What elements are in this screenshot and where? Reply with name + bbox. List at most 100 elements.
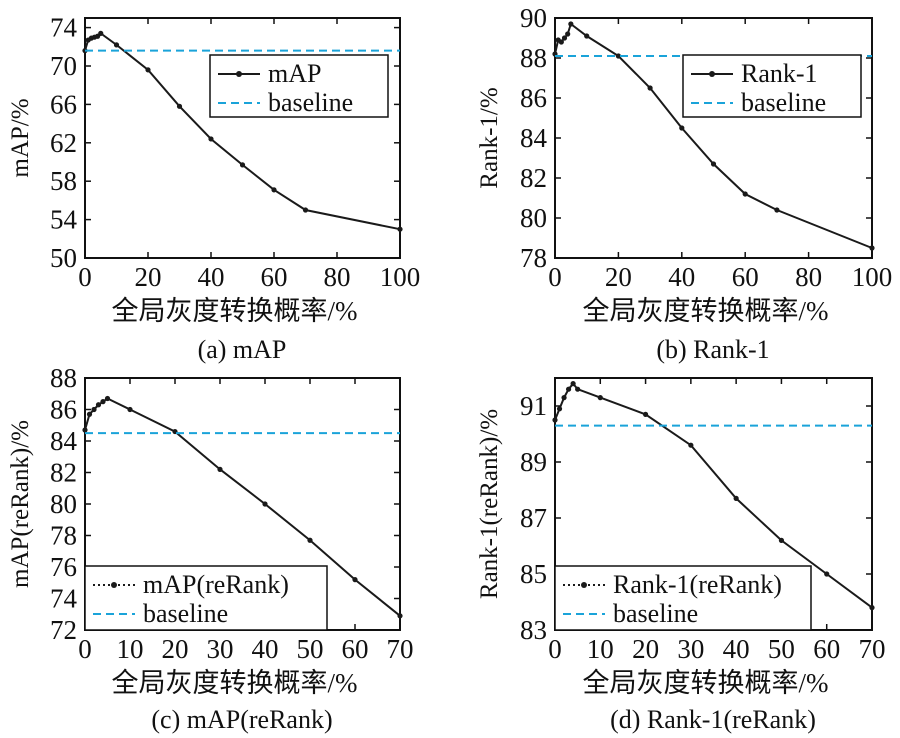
data-point xyxy=(86,411,93,417)
data-point xyxy=(271,187,277,193)
y-tick-label: 70 xyxy=(50,51,77,81)
x-axis-label: 全局灰度转换概率/% xyxy=(583,296,829,326)
data-point xyxy=(127,406,133,413)
x-tick-label: 0 xyxy=(78,634,92,664)
data-point xyxy=(91,406,97,413)
data-point xyxy=(307,537,313,543)
data-point xyxy=(570,381,576,387)
y-tick-label: 80 xyxy=(520,203,547,233)
legend-label: mAP(reRank) xyxy=(143,570,289,599)
y-tick-label: 86 xyxy=(50,395,77,425)
y-tick-label: 84 xyxy=(520,123,548,153)
data-point xyxy=(558,39,564,45)
y-axis-label: mAP/% xyxy=(7,98,34,177)
y-tick-label: 90 xyxy=(520,3,547,33)
data-point xyxy=(688,442,694,448)
y-axis-label: Rank-1/% xyxy=(476,87,503,188)
data-point xyxy=(642,411,649,417)
legend-label: Rank-1 xyxy=(741,59,818,88)
panel-caption: (a) mAP xyxy=(198,335,287,364)
data-point xyxy=(710,161,717,167)
legend-marker xyxy=(709,71,715,77)
y-tick-label: 62 xyxy=(50,128,77,158)
y-tick-label: 80 xyxy=(50,489,77,519)
y-tick-label: 72 xyxy=(50,615,77,645)
legend-label: baseline xyxy=(741,88,826,117)
legend-box xyxy=(209,54,389,118)
data-point xyxy=(217,466,223,472)
x-axis-label: 全局灰度转换概率/% xyxy=(112,668,358,698)
data-point xyxy=(176,103,183,109)
x-tick-label: 0 xyxy=(548,634,562,664)
x-tick-label: 50 xyxy=(768,634,795,664)
x-tick-label: 30 xyxy=(677,634,704,664)
plot-frame xyxy=(554,17,873,259)
y-tick-label: 54 xyxy=(50,205,78,235)
data-point xyxy=(565,31,571,37)
data-point xyxy=(262,501,268,507)
data-point xyxy=(774,207,780,213)
x-tick-label: 40 xyxy=(668,262,695,292)
x-tick-label: 10 xyxy=(117,634,144,664)
x-tick-label: 40 xyxy=(252,634,279,664)
x-tick-label: 60 xyxy=(732,262,759,292)
data-point xyxy=(397,226,403,232)
legend-label: Rank-1(reRank) xyxy=(613,570,782,599)
x-tick-label: 70 xyxy=(387,634,414,664)
y-tick-label: 88 xyxy=(520,43,547,73)
legend: Rank-1(reRank)baseline xyxy=(554,565,812,631)
x-tick-label: 20 xyxy=(605,262,632,292)
x-tick-label: 80 xyxy=(324,262,351,292)
y-tick-label: 76 xyxy=(50,552,77,582)
data-point xyxy=(742,191,748,197)
data-point xyxy=(100,399,106,405)
y-tick-label: 86 xyxy=(520,83,547,113)
data-point xyxy=(208,136,214,142)
legend-label: baseline xyxy=(613,599,698,628)
y-tick-label: 87 xyxy=(520,503,547,533)
data-point xyxy=(552,417,558,423)
x-tick-label: 40 xyxy=(723,634,750,664)
data-point xyxy=(824,571,830,577)
data-point xyxy=(615,53,622,59)
y-tick-label: 82 xyxy=(520,163,547,193)
data-point xyxy=(561,395,567,401)
y-tick-label: 78 xyxy=(50,521,77,551)
data-point xyxy=(565,386,572,392)
data-point xyxy=(561,35,568,41)
y-tick-label: 84 xyxy=(50,426,78,456)
panel-caption: (d) Rank-1(reRank) xyxy=(610,705,816,734)
data-point xyxy=(733,495,739,501)
data-point xyxy=(98,30,104,36)
data-point xyxy=(869,605,875,611)
panel-2: 0 20 40 60 80 100 78 80 82 84 86 88 90 全局灰度转换概率/% Rank… xyxy=(476,3,892,364)
data-point xyxy=(113,42,120,48)
legend-marker xyxy=(236,71,242,77)
data-point xyxy=(869,245,875,251)
x-tick-label: 80 xyxy=(795,262,822,292)
y-axis-label: Rank-1(reRank)/% xyxy=(476,409,503,599)
y-tick-label: 83 xyxy=(520,615,547,645)
panel-1: 0 20 40 60 80 100 50 54 58 62 66 70 74 全局灰度转换概率/% mAP/… xyxy=(7,13,420,364)
data-point xyxy=(239,162,246,168)
x-tick-label: 70 xyxy=(859,634,886,664)
x-axis-label: 全局灰度转换概率/% xyxy=(583,668,829,698)
data-point xyxy=(95,402,102,408)
y-tick-label: 88 xyxy=(50,363,77,393)
data-point xyxy=(352,577,358,583)
y-tick-label: 74 xyxy=(50,584,78,614)
x-tick-label: 20 xyxy=(632,634,659,664)
y-tick-label: 78 xyxy=(520,243,547,273)
y-tick-label: 89 xyxy=(520,447,547,477)
data-point xyxy=(397,613,403,619)
data-point xyxy=(568,21,574,27)
data-point xyxy=(82,427,88,433)
data-point xyxy=(302,207,309,213)
x-tick-label: 0 xyxy=(78,262,92,292)
data-point xyxy=(145,67,151,73)
x-tick-label: 40 xyxy=(198,262,225,292)
data-point xyxy=(584,33,590,39)
data-point xyxy=(647,85,653,91)
